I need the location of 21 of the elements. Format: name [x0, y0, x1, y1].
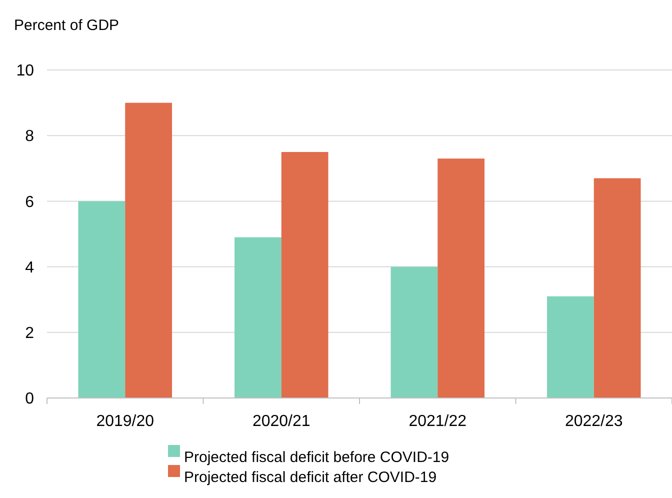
bar — [438, 158, 484, 398]
x-tick-label: 2019/20 — [96, 413, 154, 430]
bar — [78, 201, 126, 398]
y-tick-label: 8 — [25, 128, 34, 146]
bar — [234, 237, 282, 398]
y-tick-label: 2 — [25, 325, 34, 342]
y-tick-label: 6 — [25, 194, 34, 211]
y-tick-label: 10 — [16, 62, 34, 80]
legend-label: Projected fiscal deficit before COVID-19 — [184, 449, 450, 466]
bar — [390, 266, 438, 398]
x-tick-label: 2022/23 — [564, 413, 623, 430]
y-axis-title: Percent of GDP — [14, 17, 120, 34]
legend-label: Projected fiscal deficit after COVID-19 — [184, 469, 437, 486]
bar — [125, 102, 172, 398]
bar — [281, 152, 328, 398]
y-tick-label: 0 — [25, 390, 34, 408]
y-tick-label: 4 — [25, 259, 34, 276]
bar — [547, 296, 594, 398]
x-tick-label: 2021/22 — [408, 413, 467, 430]
x-tick-label: 2020/21 — [252, 413, 310, 430]
bar — [594, 178, 641, 398]
